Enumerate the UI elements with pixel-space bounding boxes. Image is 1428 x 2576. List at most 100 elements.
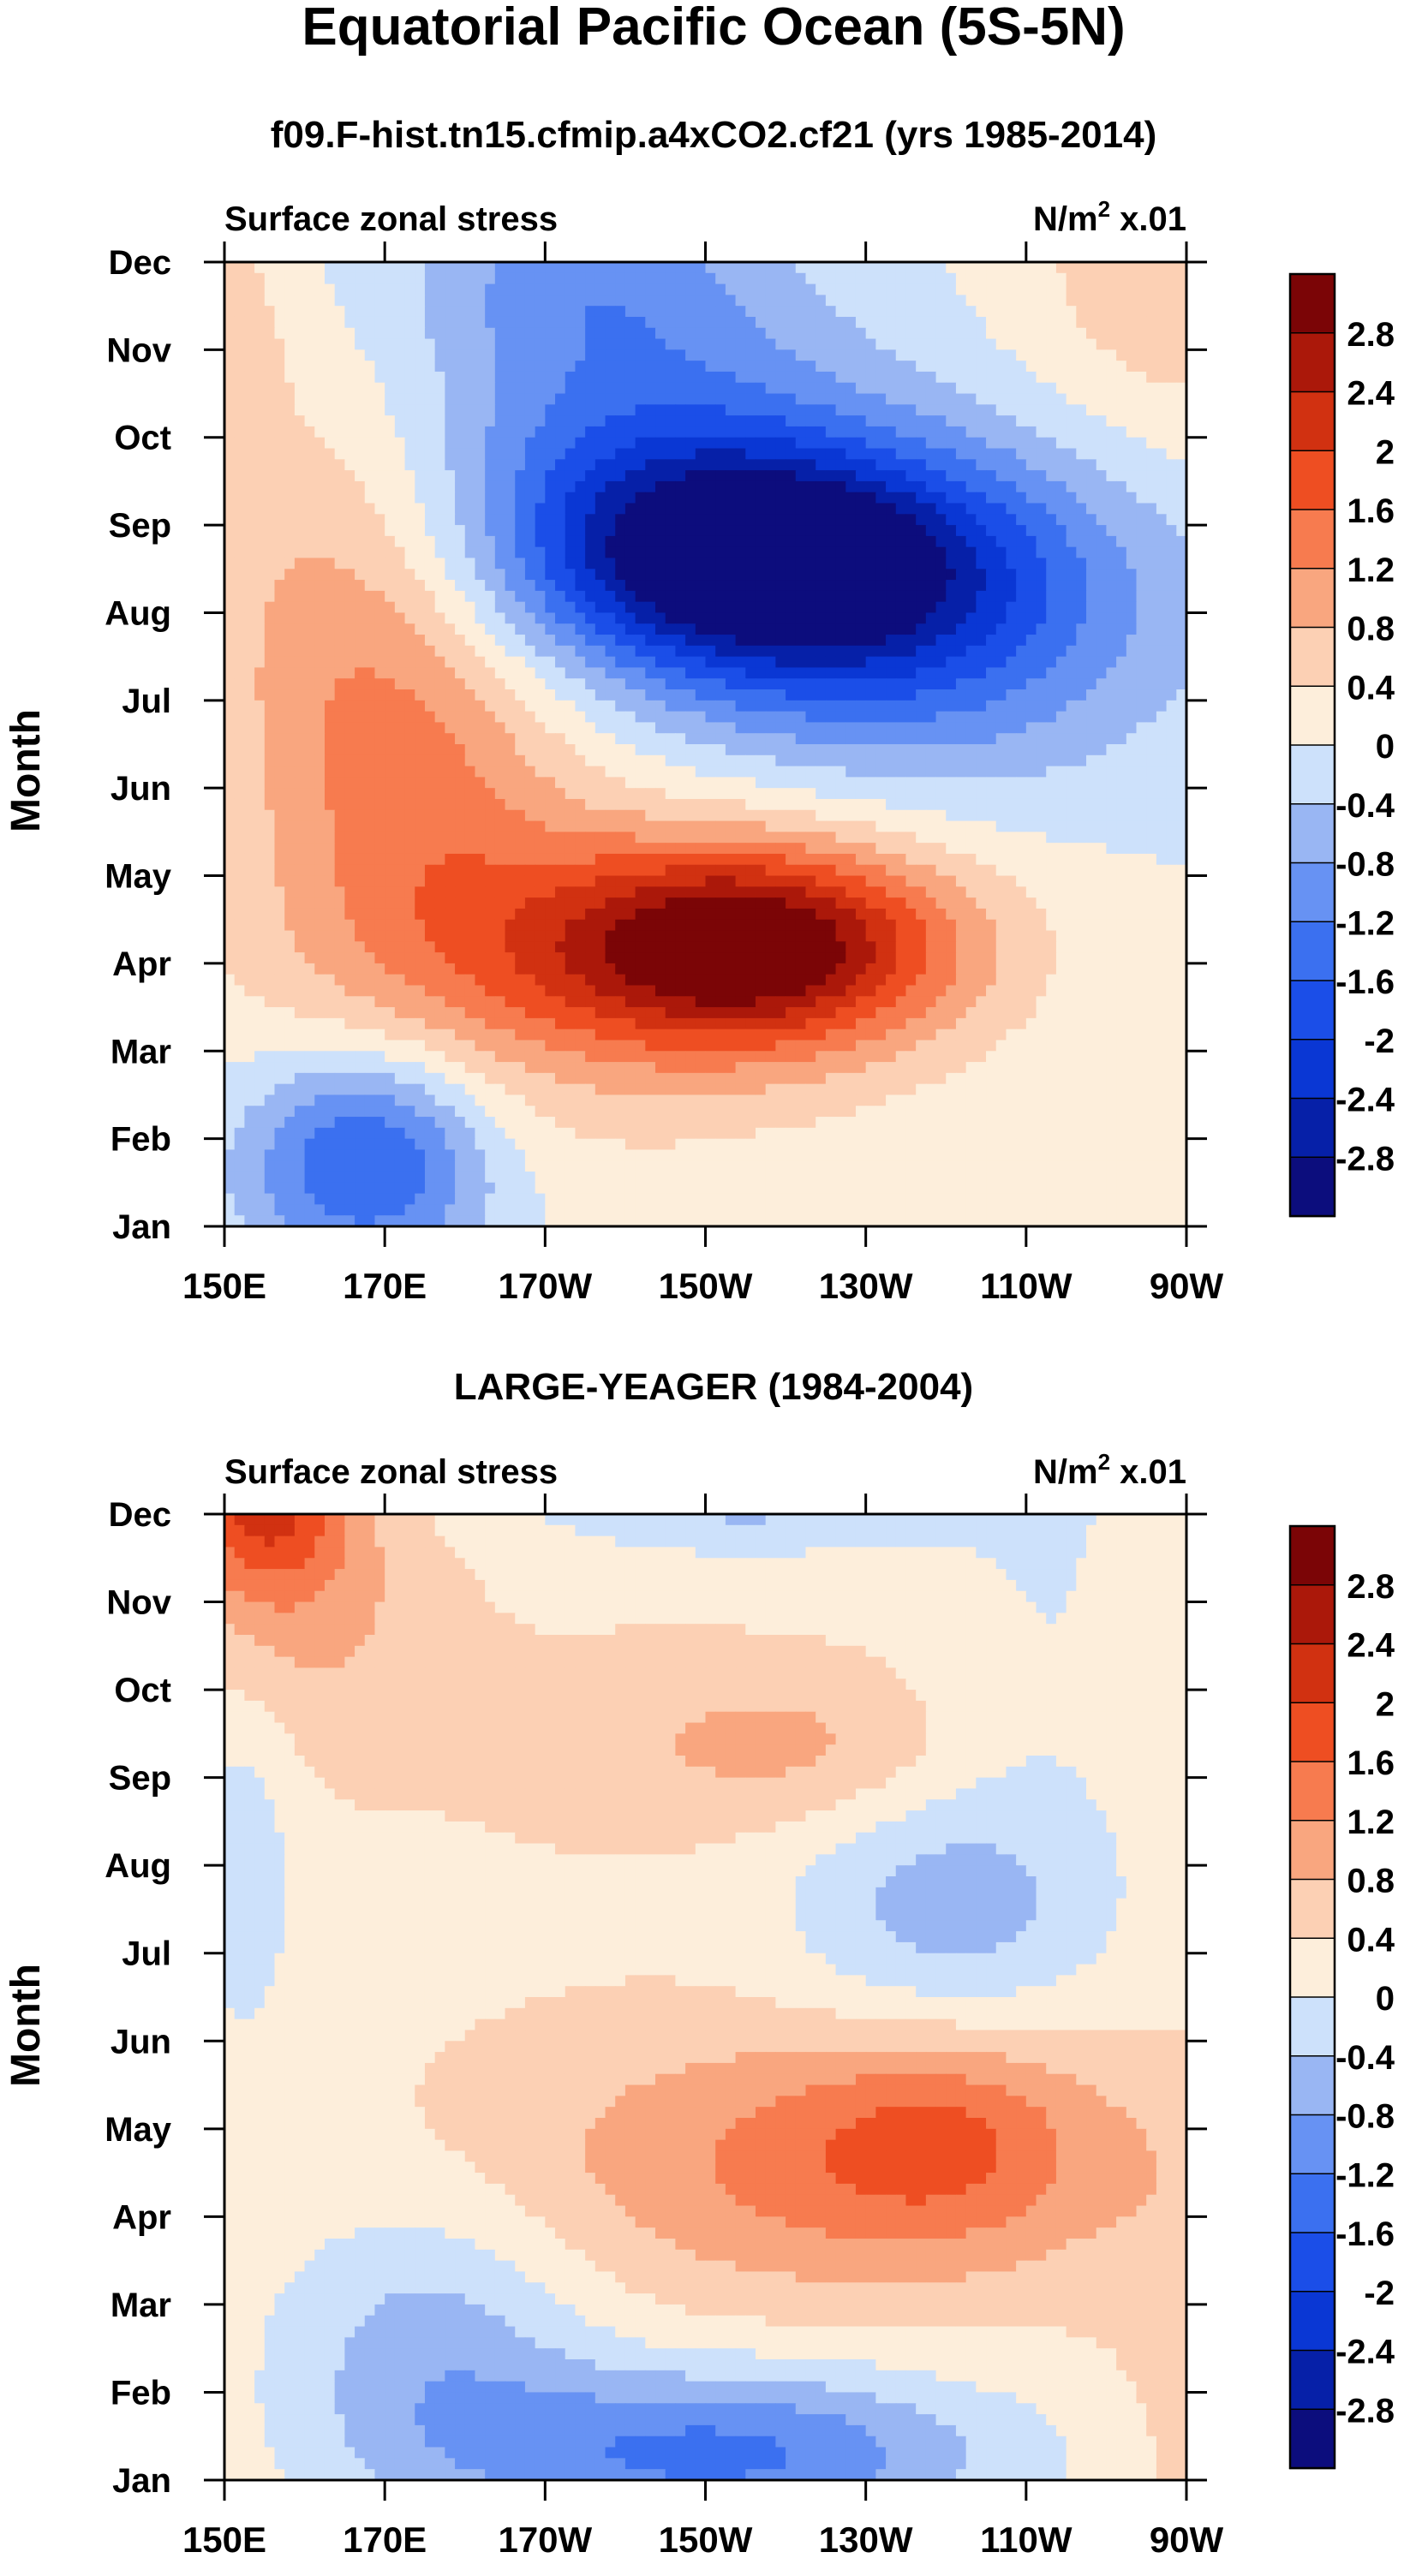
contour-cell <box>935 349 947 361</box>
contour-cell <box>946 667 957 679</box>
contour-cell <box>775 678 786 690</box>
contour-cell <box>1146 788 1157 800</box>
contour-cell <box>725 788 737 800</box>
contour-cell <box>715 525 726 537</box>
contour-cell <box>655 459 666 471</box>
contour-cell <box>515 415 526 427</box>
contour-cell <box>1016 645 1027 658</box>
contour-cell <box>1126 820 1138 832</box>
contour-cell <box>464 656 476 669</box>
contour-cell <box>1116 645 1127 658</box>
contour-cell <box>665 349 677 361</box>
contour-cell <box>294 306 306 318</box>
contour-cell <box>995 349 1007 361</box>
contour-cell <box>545 809 556 822</box>
contour-cell <box>816 437 827 450</box>
contour-cell <box>1096 798 1108 811</box>
contour-cell <box>274 777 285 789</box>
contour-cell <box>1146 295 1157 307</box>
contour-cell <box>605 382 616 395</box>
contour-cell <box>394 382 406 395</box>
contour-cell <box>675 798 686 811</box>
contour-cell <box>955 656 967 669</box>
contour-cell <box>895 645 907 658</box>
contour-cell <box>464 283 476 295</box>
contour-cell <box>935 295 947 307</box>
contour-cell <box>565 426 577 438</box>
contour-cell <box>334 535 345 548</box>
contour-cell <box>645 678 656 690</box>
contour-cell <box>1146 426 1157 438</box>
contour-cell <box>515 492 526 504</box>
contour-cell <box>865 361 876 373</box>
contour-cell <box>224 546 236 559</box>
contour-cell <box>916 393 927 405</box>
contour-cell <box>925 480 937 493</box>
contour-cell <box>955 809 967 822</box>
contour-cell <box>314 722 326 734</box>
contour-cell <box>1096 503 1108 515</box>
contour-cell <box>705 295 716 307</box>
contour-cell <box>786 525 797 537</box>
contour-cell <box>825 295 837 307</box>
contour-cell <box>535 404 546 416</box>
contour-cell <box>434 733 445 745</box>
contour-cell <box>595 283 606 295</box>
contour-cell <box>916 338 927 350</box>
contour-cell <box>1055 809 1067 822</box>
contour-cell <box>485 426 496 438</box>
contour-cell <box>364 393 376 405</box>
contour-cell <box>875 316 887 329</box>
contour-cell <box>485 415 496 427</box>
contour-cell <box>524 711 536 724</box>
contour-cell <box>695 601 707 614</box>
contour-cell <box>1156 272 1168 285</box>
contour-cell <box>905 546 917 559</box>
contour-cell <box>394 722 406 734</box>
contour-cell <box>485 371 496 384</box>
contour-cell <box>1176 503 1187 515</box>
contour-cell <box>976 777 987 789</box>
contour-cell <box>765 272 776 285</box>
contour-cell <box>865 656 876 669</box>
contour-cell <box>845 503 857 515</box>
contour-cell <box>635 722 646 734</box>
contour-cell <box>515 470 526 482</box>
contour-cell <box>745 689 756 701</box>
contour-cell <box>1126 459 1138 471</box>
contour-cell <box>374 492 385 504</box>
contour-cell <box>845 601 857 614</box>
contour-cell <box>765 635 776 647</box>
contour-cell <box>595 612 606 624</box>
contour-cell <box>685 590 696 603</box>
contour-cell <box>524 426 536 438</box>
contour-cell <box>645 788 656 800</box>
contour-cell <box>565 645 577 658</box>
contour-cell <box>224 262 236 274</box>
contour-cell <box>1076 327 1087 340</box>
contour-cell <box>865 470 876 482</box>
contour-cell <box>1106 404 1117 416</box>
contour-cell <box>415 733 426 745</box>
contour-cell <box>1066 316 1077 329</box>
contour-cell <box>595 820 606 832</box>
contour-cell <box>715 820 726 832</box>
contour-cell <box>645 635 656 647</box>
contour-cell <box>675 635 686 647</box>
contour-cell <box>575 470 586 482</box>
contour-cell <box>755 788 767 800</box>
contour-cell <box>835 480 846 493</box>
contour-cell <box>284 262 296 274</box>
contour-cell <box>284 503 296 515</box>
contour-cell <box>1106 820 1117 832</box>
contour-cell <box>886 601 897 614</box>
contour-cell <box>244 678 255 690</box>
contour-cell <box>916 612 927 624</box>
contour-cell <box>986 656 997 669</box>
contour-cell <box>946 393 957 405</box>
contour-cell <box>715 612 726 624</box>
contour-cell <box>1136 744 1147 756</box>
contour-cell <box>415 590 426 603</box>
contour-cell <box>415 580 426 592</box>
contour-cell <box>555 733 566 745</box>
